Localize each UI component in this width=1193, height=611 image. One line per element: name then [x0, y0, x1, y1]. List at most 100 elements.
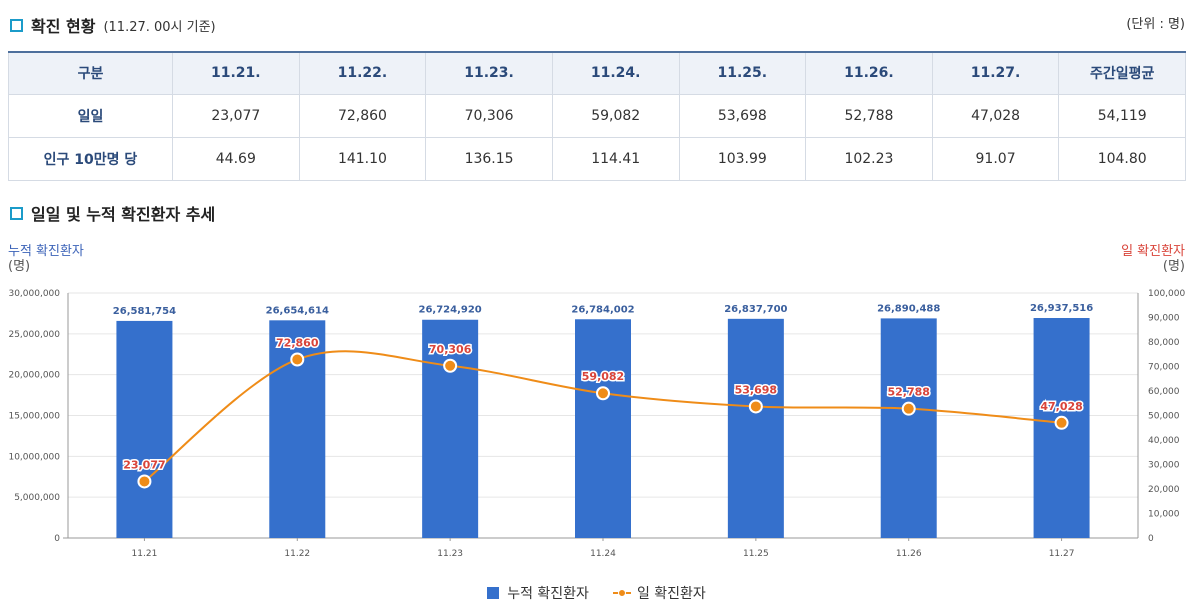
right-tick-label: 10,000 [1148, 510, 1180, 520]
right-tick-label: 0 [1148, 534, 1154, 544]
right-tick-label: 20,000 [1148, 485, 1180, 495]
left-tick-label: 15,000,000 [8, 412, 60, 422]
table-cell: 102.23 [805, 136, 933, 181]
column-header: 구분 [8, 51, 173, 95]
x-tick-label: 11.25 [743, 549, 769, 559]
bar [727, 318, 784, 538]
x-tick-label: 11.22 [284, 549, 310, 559]
line-point [748, 399, 763, 414]
line-value-label: 47,028 [1040, 400, 1082, 413]
section-header-trend: 일일 및 누적 확진환자 추세 [10, 201, 215, 225]
line-point [1054, 415, 1069, 430]
x-tick-label: 11.21 [132, 549, 158, 559]
left-tick-label: 20,000,000 [8, 371, 60, 381]
left-axis-unit: (명) [8, 259, 31, 274]
bar [880, 318, 937, 538]
table-cell: 54,119 [1058, 93, 1186, 138]
left-tick-label: 5,000,000 [14, 493, 60, 503]
line-value-label: 70,306 [429, 343, 472, 356]
x-tick-label: 11.24 [590, 549, 616, 559]
bar-value-label: 26,784,002 [571, 304, 634, 315]
section-title: 일일 및 누적 확진환자 추세 [31, 205, 216, 224]
bar [422, 319, 479, 538]
left-tick-label: 0 [54, 534, 60, 544]
combo-chart: 0 5,000,000 10,000,000 15,000,000 20,000,000… [8, 289, 1185, 559]
line-point [596, 386, 610, 401]
right-tick-label: 80,000 [1148, 338, 1180, 348]
table-cell: 47,028 [931, 93, 1060, 138]
table-header-row: 구분 11.21. 11.22. 11.23. 11.24. 11.25. 11… [8, 51, 1186, 95]
column-header: 11.22. [298, 51, 427, 95]
right-axis-unit: (명) [1162, 259, 1185, 274]
right-tick-label: 50,000 [1148, 412, 1180, 422]
right-tick-label: 60,000 [1148, 387, 1180, 397]
legend-line-swatch [612, 587, 631, 599]
table-cell: 70,306 [425, 93, 553, 138]
chart-legend: 누적 확진환자 일 확진환자 [0, 583, 1193, 603]
line-value-label: 52,788 [887, 386, 929, 399]
right-tick-label: 30,000 [1148, 461, 1180, 471]
table-row: 일일 23,077 72,860 70,306 59,082 53,698 52… [8, 93, 1186, 138]
bar [116, 320, 173, 538]
unit-label: (단위 : 명) [1126, 17, 1185, 32]
bar-value-label: 26,581,754 [113, 306, 176, 317]
x-tick-label: 11.23 [437, 549, 463, 559]
right-tick-label: 90,000 [1148, 314, 1180, 324]
line-point [137, 474, 152, 489]
table-cell: 91.07 [931, 136, 1060, 181]
left-axis-title: 누적 확진환자 (명) [8, 244, 84, 274]
line-point [443, 358, 458, 373]
row-header: 인구 10만명 당 [8, 136, 173, 181]
legend-label: 누적 확진환자 [507, 586, 589, 602]
table-cell: 59,082 [551, 93, 680, 138]
legend-bar-swatch [487, 587, 500, 599]
column-header: 주간일평균 [1058, 51, 1186, 95]
x-tick-label: 11.26 [896, 549, 922, 559]
left-axis-title-text: 누적 확진환자 [8, 244, 84, 259]
bar-value-label: 26,654,614 [266, 305, 329, 316]
line-point [901, 401, 916, 416]
status-table: 구분 11.21. 11.22. 11.23. 11.24. 11.25. 11… [8, 51, 1186, 181]
table-cell: 136.15 [425, 136, 553, 181]
line-point [290, 352, 305, 367]
line-value-label: 59,082 [582, 370, 624, 383]
column-header: 11.27. [931, 51, 1060, 95]
line-value-label: 53,698 [735, 383, 777, 396]
square-bullet-icon [10, 18, 23, 32]
table-cell: 44.69 [172, 136, 300, 181]
table-cell: 103.99 [678, 136, 807, 181]
left-tick-label: 30,000,000 [8, 289, 60, 299]
table-cell: 53,698 [678, 93, 807, 138]
table-row: 인구 10만명 당 44.69 141.10 136.15 114.41 103… [8, 136, 1186, 181]
right-axis-title: 일 확진환자 (명) [1121, 244, 1185, 274]
bar-value-label: 26,937,516 [1030, 303, 1093, 314]
table-cell: 72,860 [298, 93, 427, 138]
table-cell: 141.10 [298, 136, 427, 181]
section-header-status: 확진 현황 (11.27. 00시 기준) [10, 13, 216, 37]
section-subtitle: (11.27. 00시 기준) [103, 19, 216, 35]
legend-item-cumulative: 누적 확진환자 [487, 583, 589, 603]
column-header: 11.24. [551, 51, 680, 95]
column-header: 11.25. [678, 51, 807, 95]
column-header: 11.23. [425, 51, 553, 95]
square-bullet-icon [10, 206, 23, 220]
right-tick-label: 70,000 [1148, 363, 1180, 373]
table-cell: 104.80 [1058, 136, 1186, 181]
table-cell: 114.41 [551, 136, 680, 181]
legend-label: 일 확진환자 [636, 586, 706, 602]
left-tick-label: 10,000,000 [8, 452, 60, 462]
bar-value-label: 26,837,700 [724, 304, 787, 315]
right-axis-title-text: 일 확진환자 [1121, 244, 1185, 259]
bar-value-label: 26,890,488 [877, 303, 940, 314]
left-tick-label: 25,000,000 [8, 330, 60, 340]
section-title: 확진 현황 [31, 17, 96, 36]
table-cell: 23,077 [172, 93, 300, 138]
column-header: 11.26. [805, 51, 933, 95]
bar [575, 319, 631, 538]
right-tick-label: 100,000 [1148, 289, 1185, 299]
line-value-label: 72,860 [276, 336, 319, 349]
bar-value-label: 26,724,920 [419, 305, 482, 316]
table-cell: 52,788 [805, 93, 933, 138]
line-value-label: 23,077 [123, 458, 165, 471]
x-tick-label: 11.27 [1049, 549, 1075, 559]
